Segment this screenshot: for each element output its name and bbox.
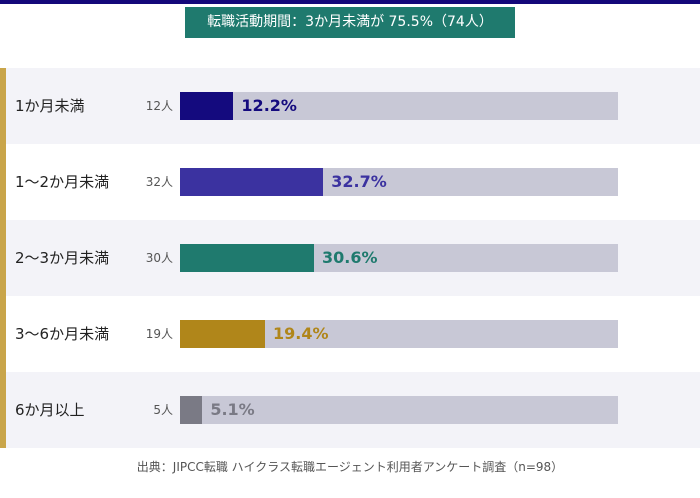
bar-track: 5.1%: [180, 396, 618, 424]
bar-row: 1〜2か月未満 32人 32.7%: [0, 144, 700, 220]
value-label: 32.7%: [331, 172, 387, 191]
bar-row: 3〜6か月未満 19人 19.4%: [0, 296, 700, 372]
bar: [180, 320, 265, 348]
bar-row: 1か月未満 12人 12.2%: [0, 68, 700, 144]
count-label: 30人: [145, 251, 173, 265]
bar-track: 30.6%: [180, 244, 618, 272]
value-label: 5.1%: [210, 400, 255, 419]
value-label: 12.2%: [241, 96, 297, 115]
source-note: 出典：JIPCC転職 ハイクラス転職エージェント利用者アンケート調査（n=98）: [136, 460, 564, 474]
bar-row: 6か月以上 5人 5.1%: [0, 372, 700, 448]
category-label: 3〜6か月未満: [15, 325, 110, 343]
bar: [180, 244, 315, 272]
count-label: 32人: [145, 175, 173, 189]
bar-track: 12.2%: [180, 92, 618, 120]
bar: [180, 92, 234, 120]
category-label: 6か月以上: [15, 401, 85, 419]
category-label: 1〜2か月未満: [15, 173, 110, 191]
bar-track: 19.4%: [180, 320, 618, 348]
top-band: [0, 0, 700, 4]
accent-bar: [0, 68, 6, 448]
category-label: 1か月未満: [15, 97, 85, 115]
value-label: 30.6%: [322, 248, 378, 267]
chart-title: 転職活動期間：3か月未満が 75.5%（74人）: [185, 7, 515, 38]
bar: [180, 168, 324, 196]
count-label: 5人: [153, 403, 173, 417]
chart-rows: 1か月未満 12人 12.2% 1〜2か月未満 32人 32.7% 2〜3か月未…: [0, 68, 700, 448]
category-label: 2〜3か月未満: [15, 249, 110, 267]
value-label: 19.4%: [272, 324, 329, 343]
bar-row: 2〜3か月未満 30人 30.6%: [0, 220, 700, 296]
count-label: 12人: [145, 99, 173, 113]
bar: [180, 396, 203, 424]
bar-track: 32.7%: [180, 168, 618, 196]
count-label: 19人: [145, 327, 173, 341]
